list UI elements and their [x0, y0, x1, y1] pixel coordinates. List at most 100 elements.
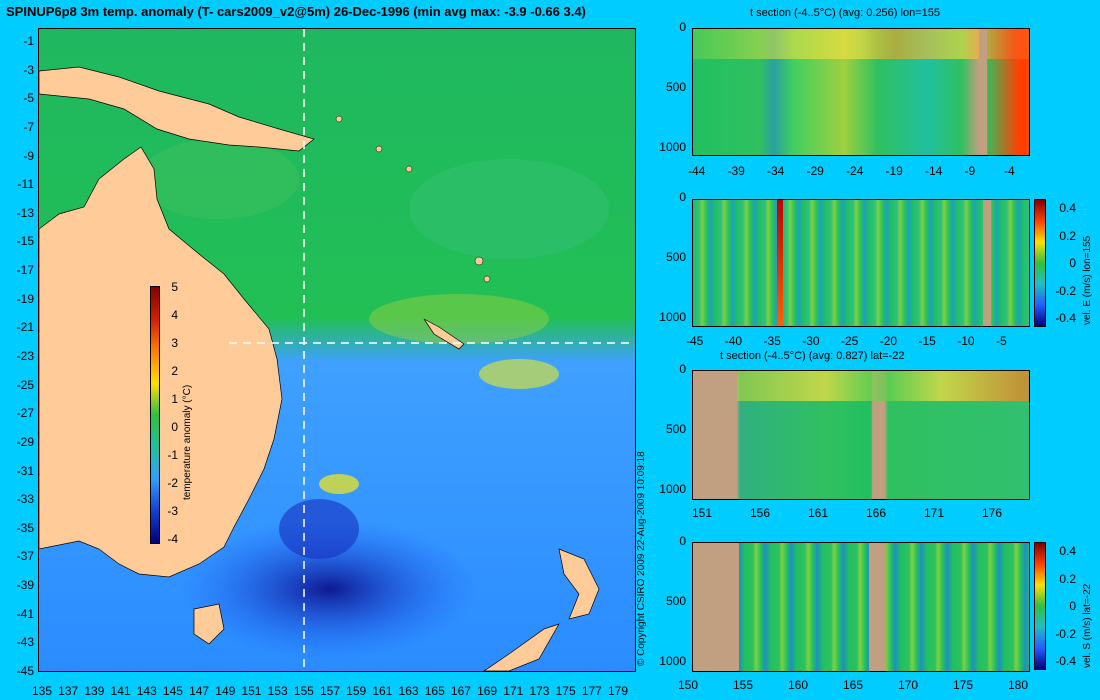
tick-label: 0: [1069, 256, 1076, 270]
panel2-colorbar: [1034, 199, 1046, 327]
tick-label: -4: [167, 532, 178, 546]
tick-label: 171: [503, 684, 524, 698]
tick-label: 500: [665, 422, 686, 436]
tick-label: -19: [885, 164, 903, 178]
new-zealand-north: [558, 548, 600, 620]
tick-label: 167: [450, 684, 471, 698]
tick-label: -7: [23, 119, 34, 134]
tick-label: 143: [136, 684, 157, 698]
tick-label: -3: [23, 62, 34, 77]
tick-label: -45: [686, 334, 704, 348]
tick-label: 145: [162, 684, 183, 698]
tick-label: 156: [750, 506, 771, 520]
tick-label: 0: [679, 20, 686, 34]
tick-label: -20: [879, 334, 898, 348]
tick-label: 141: [110, 684, 131, 698]
panel4-colorbar: [1034, 542, 1046, 670]
tick-label: -14: [925, 164, 943, 178]
tick-label: 5: [171, 280, 178, 294]
new-caledonia: [423, 318, 465, 350]
tick-label: 500: [665, 594, 686, 608]
tick-label: 0: [1069, 599, 1076, 613]
tick-label: -17: [16, 263, 34, 278]
panel2-x-ticks: -45 -40 -35 -30 -25 -20 -15 -10 -5: [686, 334, 1032, 350]
tick-label: 0: [679, 362, 686, 376]
tick-label: -44: [688, 164, 706, 178]
tick-label: 151: [241, 684, 262, 698]
panel4-colorbar-ticks: 0.4 0.2 0 -0.2 -0.4: [1048, 536, 1078, 676]
panel2-colorbar-label: vel. E (m/s) lon=155: [1082, 235, 1093, 325]
tick-label: -2: [167, 476, 178, 490]
panel1-section: [692, 28, 1030, 156]
panel4-section: [692, 542, 1030, 672]
tick-label: -5: [996, 334, 1007, 348]
tick-label: 170: [898, 678, 919, 692]
panel4-x-ticks: 150 155 160 165 170 175 180: [678, 678, 1038, 694]
map-colorbar-label: temperature anomaly (°C): [182, 384, 193, 500]
tick-label: -37: [16, 549, 34, 564]
tasmania: [193, 603, 225, 645]
panel2-colorbar-ticks: 0.4 0.2 0 -0.2 -0.4: [1048, 193, 1078, 333]
tick-label: -35: [763, 334, 781, 348]
tick-label: -9: [964, 164, 976, 178]
tick-label: 165: [843, 678, 864, 692]
tick-label: 135: [32, 684, 53, 698]
tick-label: 153: [267, 684, 288, 698]
tick-label: 1000: [659, 482, 686, 496]
tick-label: 161: [808, 506, 829, 520]
tick-label: -40: [724, 334, 743, 348]
panel4-colorbar-label: vel. S (m/s) lat=-22: [1082, 583, 1093, 668]
tick-label: -25: [16, 377, 34, 392]
tick-label: 176: [982, 506, 1003, 520]
tick-label: 149: [215, 684, 236, 698]
tick-label: 1: [171, 392, 178, 406]
tick-label: -15: [16, 234, 34, 249]
tick-label: 159: [346, 684, 367, 698]
tick-label: 500: [665, 80, 686, 94]
tick-label: -0.4: [1055, 311, 1076, 325]
tick-label: -9: [23, 148, 34, 163]
lon-tick-row: 135 137 139 141 143 145 147 149 151 153 155 157 159 1…: [32, 684, 638, 700]
tick-label: 180: [1008, 678, 1029, 692]
tick-label: 500: [665, 250, 686, 264]
tick-label: 160: [788, 678, 809, 692]
panel3-y-ticks: 0 500 1000: [650, 362, 690, 502]
cold-anomaly: [179, 519, 479, 659]
tick-label: 175: [555, 684, 576, 698]
tick-label: 171: [924, 506, 945, 520]
temperature-anomaly-map: [38, 28, 636, 672]
tick-label: -39: [727, 164, 745, 178]
tick-label: 151: [692, 506, 713, 520]
tick-label: -19: [16, 291, 34, 306]
tick-label: 169: [477, 684, 498, 698]
tick-label: -23: [16, 349, 34, 363]
tick-label: 2: [171, 364, 178, 378]
tick-label: 173: [529, 684, 550, 698]
tick-label: -31: [16, 463, 34, 478]
tick-label: 4: [171, 308, 178, 322]
tick-label: 1000: [659, 654, 686, 668]
tick-label: -4: [1004, 164, 1015, 178]
tick-label: 0.4: [1059, 544, 1076, 558]
tick-label: 0: [679, 534, 686, 548]
tick-label: 165: [424, 684, 445, 698]
map-canvas: [38, 29, 635, 672]
tick-label: -33: [16, 492, 34, 507]
tick-label: -34: [767, 164, 785, 178]
tick-label: -21: [16, 320, 34, 335]
map-colorbar: [150, 286, 160, 544]
tick-label: 0.4: [1059, 201, 1076, 215]
tick-label: -27: [16, 406, 34, 421]
tick-label: -0.2: [1055, 283, 1076, 298]
tick-label: -35: [16, 520, 34, 535]
tick-label: -3: [167, 504, 178, 518]
australia: [38, 146, 283, 578]
tick-label: -1: [167, 448, 178, 462]
panel3-title: t section (-4..5°C) (avg: 0.827) lat=-22: [720, 350, 905, 362]
panel1-title: t section (-4..5°C) (avg: 0.256) lon=155: [750, 7, 940, 19]
lat-tick-column: -1 -3 -5 -7 -9 -11 -13 -15 -17 -19 -21 -23 -25 -27 -29…: [6, 34, 36, 678]
tick-label: 161: [372, 684, 393, 698]
tick-label: 0.2: [1059, 228, 1076, 243]
tick-label: -30: [802, 334, 820, 348]
tick-label: -29: [16, 434, 34, 449]
